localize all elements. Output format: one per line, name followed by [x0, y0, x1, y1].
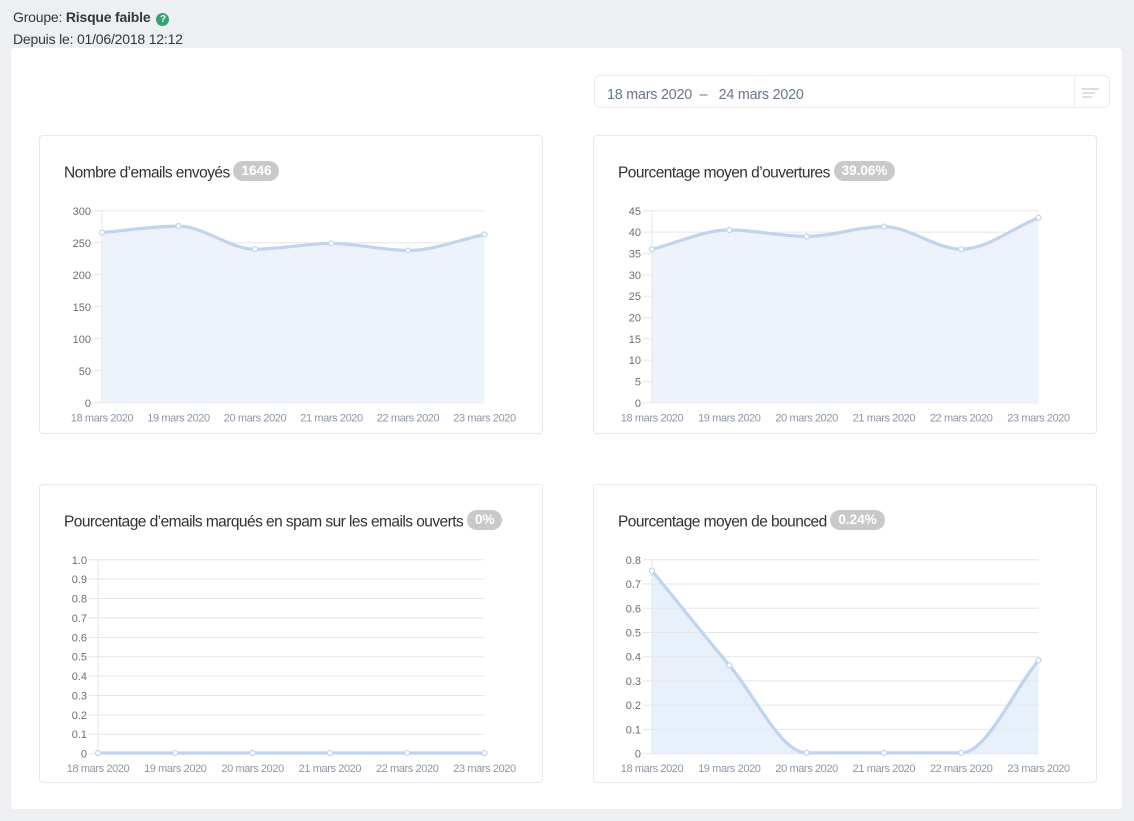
svg-text:20 mars 2020: 20 mars 2020: [221, 763, 284, 775]
svg-text:0: 0: [635, 749, 641, 761]
svg-text:0.2: 0.2: [72, 710, 87, 722]
svg-text:22 mars 2020: 22 mars 2020: [376, 763, 439, 775]
svg-text:20: 20: [629, 312, 641, 324]
svg-text:23 mars 2020: 23 mars 2020: [453, 412, 516, 424]
svg-text:18 mars 2020: 18 mars 2020: [71, 412, 134, 424]
svg-text:300: 300: [73, 206, 91, 218]
svg-text:20 mars 2020: 20 mars 2020: [775, 412, 838, 424]
svg-text:22 mars 2020: 22 mars 2020: [930, 763, 993, 775]
svg-text:23 mars 2020: 23 mars 2020: [1007, 412, 1070, 424]
svg-text:19 mars 2020: 19 mars 2020: [698, 412, 761, 424]
svg-text:23 mars 2020: 23 mars 2020: [1007, 763, 1070, 775]
svg-text:19 mars 2020: 19 mars 2020: [144, 763, 207, 775]
svg-text:0.8: 0.8: [626, 555, 641, 567]
svg-text:21 mars 2020: 21 mars 2020: [300, 412, 363, 424]
svg-text:0: 0: [635, 398, 641, 410]
svg-text:0.6: 0.6: [72, 632, 87, 644]
svg-text:100: 100: [73, 334, 91, 346]
svg-text:23 mars 2020: 23 mars 2020: [453, 763, 516, 775]
svg-text:200: 200: [73, 270, 91, 282]
svg-text:20 mars 2020: 20 mars 2020: [775, 763, 838, 775]
svg-text:45: 45: [629, 206, 641, 218]
svg-text:15: 15: [629, 334, 641, 346]
svg-text:19 mars 2020: 19 mars 2020: [147, 412, 210, 424]
svg-text:18 mars 2020: 18 mars 2020: [621, 763, 684, 775]
svg-text:10: 10: [629, 355, 641, 367]
svg-text:0.4: 0.4: [626, 652, 641, 664]
svg-text:0.3: 0.3: [72, 690, 87, 702]
svg-text:0.7: 0.7: [626, 579, 641, 591]
svg-text:21 mars 2020: 21 mars 2020: [853, 763, 916, 775]
svg-text:250: 250: [73, 238, 91, 250]
svg-text:22 mars 2020: 22 mars 2020: [930, 412, 993, 424]
svg-text:21 mars 2020: 21 mars 2020: [853, 412, 916, 424]
svg-text:35: 35: [629, 248, 641, 260]
svg-text:20 mars 2020: 20 mars 2020: [224, 412, 287, 424]
svg-text:0.3: 0.3: [626, 676, 641, 688]
svg-text:0.5: 0.5: [626, 627, 641, 639]
svg-text:0: 0: [81, 749, 87, 761]
svg-text:0.6: 0.6: [626, 603, 641, 615]
svg-text:5: 5: [635, 376, 641, 388]
svg-text:18 mars 2020: 18 mars 2020: [67, 763, 130, 775]
svg-text:30: 30: [629, 270, 641, 282]
svg-text:50: 50: [79, 366, 91, 378]
svg-text:0: 0: [85, 398, 91, 410]
svg-text:25: 25: [629, 291, 641, 303]
svg-text:150: 150: [73, 302, 91, 314]
svg-text:0.5: 0.5: [72, 652, 87, 664]
svg-text:1.0: 1.0: [72, 555, 87, 567]
svg-text:0.8: 0.8: [72, 594, 87, 606]
svg-text:21 mars 2020: 21 mars 2020: [299, 763, 362, 775]
svg-text:40: 40: [629, 227, 641, 239]
svg-text:19 mars 2020: 19 mars 2020: [698, 763, 761, 775]
svg-text:0.9: 0.9: [72, 574, 87, 586]
svg-text:0.2: 0.2: [626, 700, 641, 712]
svg-text:18 mars 2020: 18 mars 2020: [621, 412, 684, 424]
svg-text:0.7: 0.7: [72, 613, 87, 625]
svg-text:0.1: 0.1: [72, 729, 87, 741]
svg-text:0.4: 0.4: [72, 671, 87, 683]
svg-text:0.1: 0.1: [626, 724, 641, 736]
svg-text:22 mars 2020: 22 mars 2020: [377, 412, 440, 424]
